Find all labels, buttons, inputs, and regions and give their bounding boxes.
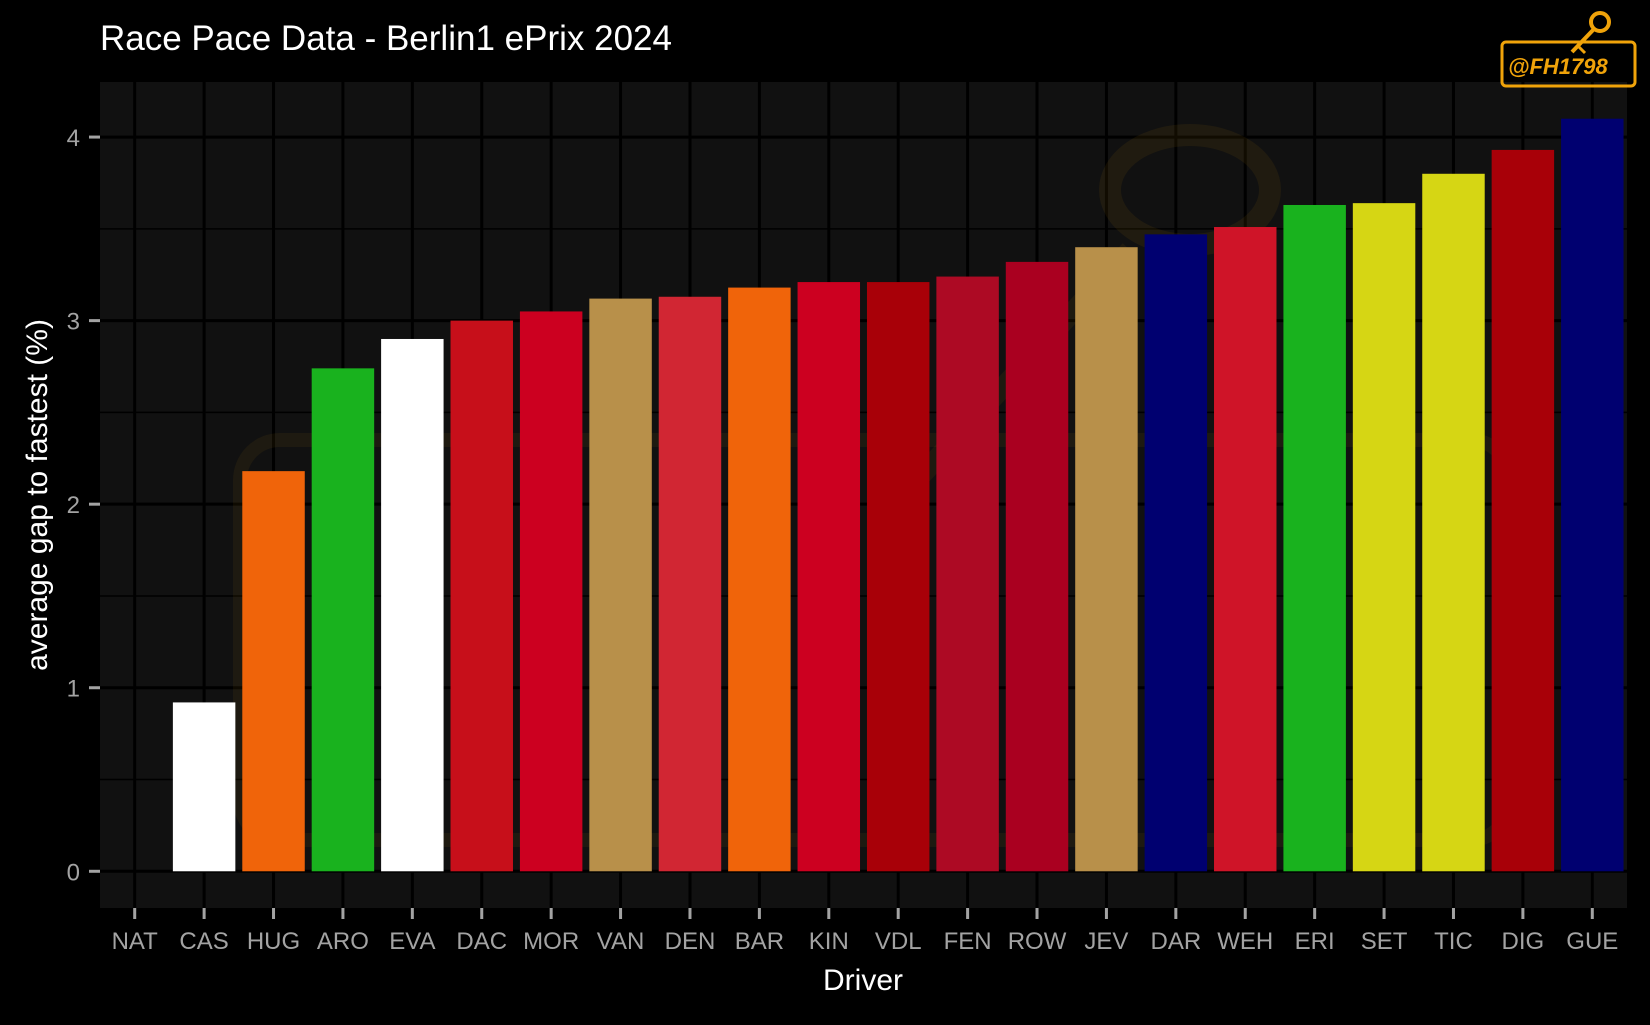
bar-vdl [866, 282, 930, 872]
watermark-logo-frame [1500, 40, 1637, 88]
x-tick-label: JEV [1084, 928, 1128, 955]
bar-mor [519, 311, 583, 872]
bar-eva [381, 338, 444, 872]
key-icon [1570, 11, 1611, 55]
bar-dac [450, 320, 513, 872]
x-tick-label: DIG [1502, 928, 1545, 955]
bar-jev [1075, 247, 1138, 872]
x-tick-label: BAR [735, 928, 784, 955]
x-tick-label: KIN [809, 928, 849, 955]
x-axis-title: Driver [823, 964, 903, 997]
x-tick-label: VDL [875, 928, 922, 955]
x-tick-label: DEN [665, 928, 716, 955]
watermark-logo-text: @FH1798 [1508, 54, 1608, 79]
x-axis: NAT CAS HUG ARO EVA DAC MOR VAN DEN BAR KIN VDL FEN R… [112, 908, 1618, 955]
x-tick-label: MOR [523, 928, 579, 955]
x-tick-label: NAT [112, 928, 159, 955]
x-tick-label: ROW [1008, 928, 1067, 955]
y-tick-label: 0 [67, 859, 80, 886]
bars-group [172, 118, 1624, 872]
y-tick-label: 3 [67, 309, 80, 336]
bar-eri [1283, 204, 1346, 872]
bar-set [1352, 203, 1416, 872]
y-tick-label: 2 [67, 492, 80, 519]
y-tick-label: 4 [67, 125, 80, 152]
bar-hug [242, 471, 305, 872]
chart-title: Race Pace Data - Berlin1 ePrix 2024 [100, 19, 672, 58]
x-tick-label: WEH [1217, 928, 1273, 955]
bar-cas [172, 702, 236, 872]
bar-tic [1422, 173, 1485, 872]
bar-weh [1214, 227, 1277, 872]
x-tick-label: FEN [944, 928, 992, 955]
x-tick-label: ERI [1295, 928, 1335, 955]
x-tick-label: VAN [597, 928, 645, 955]
bar-gue [1561, 118, 1624, 872]
x-tick-label: HUG [247, 928, 300, 955]
bar-dig [1491, 149, 1555, 872]
bar-dar [1144, 234, 1208, 872]
bar-kin [797, 282, 861, 872]
x-tick-label: DAC [456, 928, 507, 955]
bar-van [589, 298, 652, 872]
x-tick-label: CAS [179, 928, 228, 955]
y-tick-label: 1 [67, 676, 80, 703]
y-axis: 0 1 2 3 4 [67, 125, 100, 886]
x-tick-label: SET [1361, 928, 1408, 955]
bar-bar [728, 287, 791, 872]
bar-aro [311, 368, 375, 872]
bar-fen [936, 276, 999, 872]
watermark-logo: @FH1798 [1500, 11, 1637, 88]
x-tick-label: EVA [389, 928, 435, 955]
bar-row [1005, 261, 1069, 872]
y-axis-title: average gap to fastest (%) [21, 319, 54, 671]
x-tick-label: TIC [1434, 928, 1473, 955]
x-tick-label: ARO [317, 928, 369, 955]
bar-den [658, 296, 722, 872]
x-tick-label: GUE [1566, 928, 1618, 955]
x-tick-label: DAR [1151, 928, 1202, 955]
